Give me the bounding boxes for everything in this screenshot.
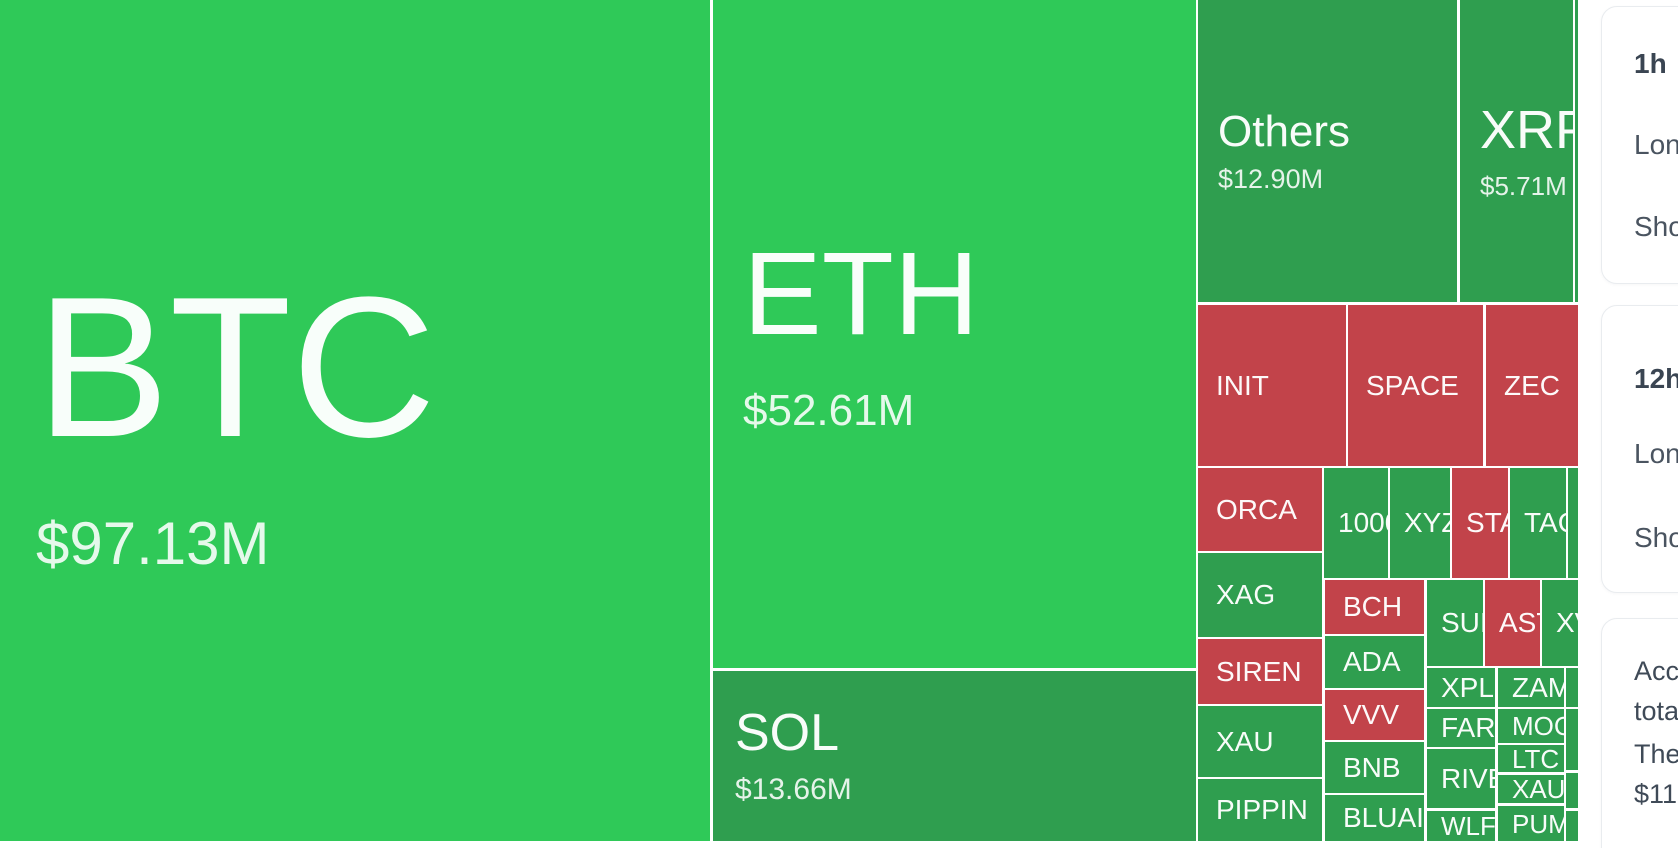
treemap-tile-xag[interactable]: XAG (1198, 553, 1322, 637)
tile-symbol: BCH (1343, 591, 1403, 622)
treemap-tile-unlabeled (1566, 709, 1578, 770)
treemap-tile-pum[interactable]: PUM (1498, 806, 1564, 841)
summary-line-4: $11 (1634, 779, 1678, 809)
treemap-tile-ada[interactable]: ADA (1325, 636, 1424, 688)
treemap-tile-unlabeled (1568, 468, 1578, 578)
tile-symbol: LTC (1512, 745, 1560, 772)
treemap-tile-tac[interactable]: TAC (1510, 468, 1566, 578)
tile-symbol: SUI (1441, 607, 1483, 638)
summary-card: Acc tota The $11 (1601, 618, 1678, 848)
summary-line-2: tota (1634, 696, 1678, 726)
treemap-tile-zec[interactable]: ZEC (1486, 305, 1578, 466)
tile-symbol: TAC (1524, 507, 1566, 538)
treemap-tile-unlabeled (1575, 0, 1578, 302)
tile-value: $5.71M (1480, 171, 1567, 201)
tile-symbol: ORCA (1216, 493, 1297, 525)
treemap-tile-vvv[interactable]: VVV (1325, 690, 1424, 740)
tile-symbol: INIT (1216, 369, 1269, 401)
treemap-tile-moc[interactable]: MOC (1498, 709, 1564, 743)
treemap-tile-ast[interactable]: AST (1485, 580, 1540, 666)
tile-symbol: XYZ (1404, 507, 1450, 538)
treemap-tile-xau[interactable]: XAU (1198, 706, 1322, 777)
treemap-tile-xv[interactable]: XV (1542, 580, 1578, 666)
tile-symbol: SIREN (1216, 655, 1302, 687)
tile-symbol: XV (1556, 607, 1578, 638)
tile-symbol: BTC (36, 255, 436, 479)
treemap-tile-sui[interactable]: SUI (1427, 580, 1483, 666)
card-1h-title: 1h (1634, 48, 1667, 79)
tile-symbol: PUM (1512, 808, 1564, 839)
tile-symbol: ETH (743, 228, 979, 360)
tile-symbol: XAU (1512, 775, 1564, 803)
treemap-tile-unlabeled (1566, 668, 1578, 707)
treemap-tile-others[interactable]: Others $12.90M (1198, 0, 1457, 302)
treemap-tile-space[interactable]: SPACE (1348, 305, 1483, 466)
liquidation-treemap: BTC $97.13M ETH $52.61M SOL $13.66M Others $12.… (0, 0, 1578, 841)
treemap-tile-xyz[interactable]: XYZ (1390, 468, 1450, 578)
treemap-tile-unlabeled (1566, 811, 1578, 841)
treemap-tile-fart[interactable]: FART (1427, 709, 1495, 747)
tile-symbol: FART (1441, 712, 1495, 743)
tile-symbol: AST (1499, 607, 1540, 638)
tile-value: $52.61M (743, 386, 915, 435)
tile-value: $97.13M (36, 509, 270, 577)
tile-symbol: ZEC (1504, 369, 1560, 401)
tile-symbol: 1000 (1338, 507, 1388, 538)
tile-symbol: SPACE (1366, 369, 1459, 401)
tile-symbol: STA (1466, 507, 1508, 538)
treemap-tile-btc[interactable]: BTC $97.13M (0, 0, 710, 841)
treemap-tile-bnb[interactable]: BNB (1325, 742, 1424, 793)
tile-symbol: XAG (1216, 579, 1276, 610)
treemap-tile-init[interactable]: INIT (1198, 305, 1346, 466)
treemap-tile-orca[interactable]: ORCA (1198, 468, 1322, 551)
card-12h-short-row: Sho (1634, 522, 1678, 553)
tile-symbol: Others (1218, 106, 1351, 156)
treemap-tile-bch[interactable]: BCH (1325, 580, 1424, 634)
card-1h-long-row: Lon (1634, 129, 1678, 160)
tile-symbol: VVV (1343, 699, 1400, 730)
tile-symbol: ADA (1343, 646, 1401, 677)
summary-line-1: Acc (1634, 656, 1678, 686)
treemap-tile-xpl[interactable]: XPL (1427, 668, 1495, 707)
stats-card-1h: 1h Lon Sho (1601, 6, 1678, 284)
treemap-tile-xrp[interactable]: XRP $5.71M (1460, 0, 1573, 302)
tile-symbol: WLFI (1441, 811, 1495, 841)
card-12h-title: 12h (1634, 363, 1678, 394)
treemap-tile-sol[interactable]: SOL $13.66M (713, 671, 1196, 841)
treemap-tile-pippin[interactable]: PIPPIN (1198, 779, 1322, 841)
treemap-tile-rive[interactable]: RIVE (1427, 749, 1495, 808)
card-1h-short-row: Sho (1634, 211, 1678, 242)
treemap-tile-xau[interactable]: XAU (1498, 775, 1564, 803)
tile-symbol: XPL (1441, 671, 1494, 703)
treemap-tile-unlabeled (1566, 773, 1578, 808)
treemap-tile-bluai[interactable]: BLUAI (1325, 795, 1424, 841)
treemap-tile-1000[interactable]: 1000 (1324, 468, 1388, 578)
tile-symbol: XRP (1480, 100, 1573, 160)
tile-value: $13.66M (735, 773, 852, 806)
tile-symbol: RIVE (1441, 762, 1495, 794)
card-12h-long-row: Lon (1634, 438, 1678, 469)
treemap-tile-zam[interactable]: ZAM (1498, 668, 1564, 707)
stats-card-12h: 12h Lon Sho (1601, 305, 1678, 593)
tile-symbol: BLUAI (1343, 802, 1424, 833)
treemap-tile-ltc[interactable]: LTC (1498, 745, 1564, 772)
treemap-tile-eth[interactable]: ETH $52.61M (713, 0, 1196, 668)
tile-symbol: PIPPIN (1216, 794, 1308, 825)
tile-symbol: SOL (735, 704, 840, 762)
tile-symbol: MOC (1512, 711, 1564, 741)
tile-symbol: XAU (1216, 725, 1274, 757)
tile-symbol: ZAM (1512, 671, 1564, 703)
treemap-tile-sta[interactable]: STA (1452, 468, 1508, 578)
treemap-tile-siren[interactable]: SIREN (1198, 639, 1322, 704)
treemap-tile-wlfi[interactable]: WLFI (1427, 811, 1495, 841)
summary-line-3: The (1634, 739, 1678, 769)
tile-symbol: BNB (1343, 751, 1401, 783)
tile-value: $12.90M (1218, 163, 1324, 194)
